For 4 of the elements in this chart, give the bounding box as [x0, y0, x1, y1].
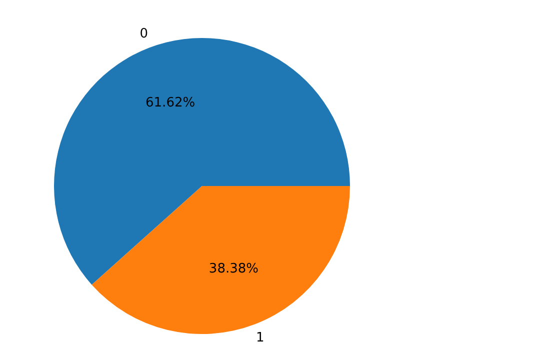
slice-label: 1 [256, 330, 264, 346]
slice-label: 0 [140, 26, 148, 42]
data-label: 61.62% [146, 95, 196, 110]
data-label: 38.38% [208, 261, 258, 276]
